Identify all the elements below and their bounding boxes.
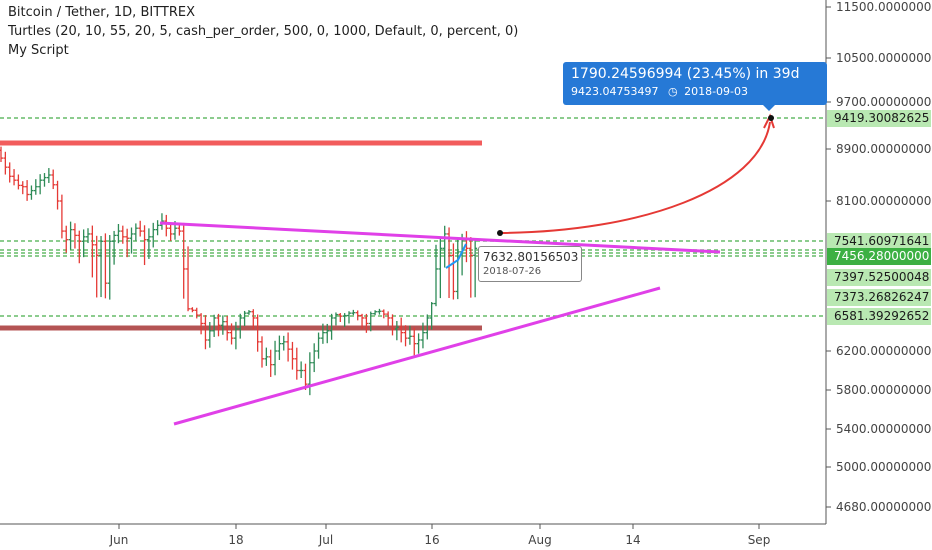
y-tick-label: 11500.00000000 — [836, 0, 932, 14]
projection-info-box[interactable]: 1790.24596994 (23.45%) in 39d 9423.04753… — [563, 62, 827, 111]
lower-trendline — [173, 286, 661, 426]
price-callout[interactable]: 7632.80156503 2018-07-26 — [478, 246, 582, 282]
candles — [0, 146, 478, 396]
y-tick-label: 8100.00000000 — [836, 194, 931, 208]
upper-trendline — [159, 221, 721, 254]
x-tick-label: 16 — [424, 533, 439, 547]
y-tick-label: 5000.00000000 — [836, 460, 931, 474]
y-tick-label: 9700.00000000 — [836, 95, 931, 109]
price-label-bg — [827, 248, 931, 265]
projection-curve — [499, 121, 771, 234]
x-tick-label: Jun — [109, 533, 129, 547]
price-label: 9419.30082625 — [834, 111, 929, 125]
projection-end-dot — [768, 115, 774, 121]
projection-change: 1790.24596994 (23.45%) in 39d — [571, 66, 800, 82]
callout-date: 2018-07-26 — [483, 266, 542, 277]
x-tick-label: Aug — [528, 533, 551, 547]
y-tick-label: 5800.00000000 — [836, 383, 931, 397]
y-tick-label: 8900.00000000 — [836, 142, 931, 156]
horizontal-levels — [0, 117, 826, 331]
callout-price: 7632.80156503 — [483, 250, 579, 264]
projection-price: 9423.04753497 — [571, 85, 659, 98]
x-tick-label: 14 — [625, 533, 640, 547]
price-label: 7397.52500048 — [834, 270, 929, 284]
chart-legend: Bitcoin / Tether, 1D, BITTREX Turtles (2… — [8, 3, 518, 60]
trendlines — [159, 113, 775, 426]
price-label-bg — [827, 289, 931, 306]
symbol-title: Bitcoin / Tether, 1D, BITTREX — [8, 5, 196, 20]
projection-date: 2018-09-03 — [684, 85, 749, 98]
x-tick-label: Jul — [318, 533, 333, 547]
price-label: 6581.39292652 — [834, 309, 929, 323]
price-axis: 11500.00000000 10500.00000000 9700.0000000… — [825, 0, 932, 524]
price-label: 7456.28000000 — [834, 249, 929, 263]
price-label-bg — [827, 308, 931, 325]
y-tick-label: 6200.00000000 — [836, 344, 931, 358]
y-tick-label: 5400.00000000 — [836, 422, 931, 436]
price-label-bg — [827, 233, 931, 250]
clock-icon: ◷ — [667, 85, 678, 98]
script-label: My Script — [8, 43, 69, 58]
y-tick-label: 10500.00000000 — [836, 51, 932, 65]
x-tick-label: 18 — [228, 533, 243, 547]
price-label: 7541.60971641 — [834, 234, 929, 248]
x-tick-label: Sep — [748, 533, 771, 547]
marker-arrow — [445, 243, 467, 269]
time-axis: Jun 18 Jul 16 Aug 14 Sep — [0, 523, 826, 547]
projection-start-dot — [497, 230, 503, 236]
price-label: 7373.26826247 — [834, 290, 929, 304]
price-label-bg — [827, 269, 931, 286]
indicator-label: Turtles (20, 10, 55, 20, 5, cash_per_ord… — [8, 24, 519, 39]
y-tick-label: 4680.00000000 — [836, 500, 931, 514]
price-label-bg — [827, 110, 931, 127]
